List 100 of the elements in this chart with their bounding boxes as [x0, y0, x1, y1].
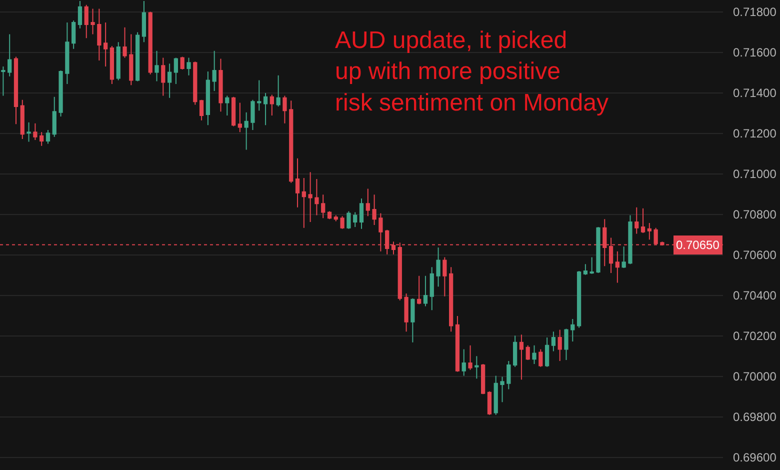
candlestick — [532, 344, 536, 364]
candlestick — [186, 57, 191, 76]
candlestick — [263, 92, 268, 126]
candlestick — [84, 4, 88, 39]
y-tick-label: 0.71400 — [733, 86, 777, 100]
candlestick — [576, 270, 582, 328]
candlestick — [122, 26, 127, 58]
candlestick — [538, 348, 543, 368]
candlestick — [58, 70, 63, 117]
candlestick — [199, 99, 204, 121]
candlestick — [417, 275, 422, 305]
candlestick — [500, 376, 504, 403]
candlestick — [161, 57, 166, 96]
candlestick — [558, 329, 562, 362]
candlestick — [622, 246, 626, 268]
candlestick — [481, 363, 486, 395]
candlestick — [366, 188, 370, 217]
candlestick — [474, 356, 479, 380]
candlestick — [596, 226, 600, 274]
candlestick — [110, 45, 114, 85]
candlestick — [14, 56, 18, 125]
candlestick — [52, 96, 56, 138]
ref-line-label: 0.70650 — [676, 238, 720, 252]
candlestick — [544, 336, 550, 368]
candlestick — [430, 266, 434, 311]
candlestick — [353, 212, 358, 228]
candlestick — [551, 331, 556, 352]
candlestick — [104, 22, 108, 67]
candlestick — [449, 266, 454, 332]
candlestick — [590, 256, 594, 274]
candlestick — [244, 112, 248, 150]
candlestick — [8, 34, 12, 77]
candlestick — [487, 390, 492, 416]
candlestick — [436, 247, 440, 288]
candlestick — [628, 214, 632, 265]
candlestick — [129, 34, 134, 86]
candlestick — [174, 57, 178, 85]
candlestick — [250, 99, 255, 131]
y-tick-label: 0.71200 — [733, 126, 777, 140]
candlestick — [212, 50, 216, 92]
y-tick-label: 0.70200 — [733, 329, 777, 344]
candlestick — [314, 178, 319, 216]
y-tick-label: 0.70000 — [733, 370, 777, 384]
candlestick — [218, 58, 223, 112]
candlestick — [302, 178, 306, 228]
candlestick — [180, 56, 184, 70]
candlestick — [583, 264, 588, 276]
candlestick — [72, 20, 76, 50]
candlestick — [257, 80, 262, 112]
candlestick — [206, 71, 210, 126]
y-tick-label: 0.69600 — [733, 450, 777, 465]
candlestick — [46, 130, 50, 144]
candlestick — [321, 194, 326, 219]
y-tick-label: 0.71800 — [733, 4, 777, 19]
candlestick — [270, 94, 274, 116]
candlestick — [20, 99, 24, 140]
candlestick — [148, 11, 152, 75]
candlestick — [647, 222, 652, 240]
candlestick — [97, 8, 102, 62]
candlestick — [26, 122, 31, 142]
y-tick-label: 0.70800 — [733, 208, 777, 222]
candlestick — [238, 102, 242, 133]
candlestick — [1, 66, 6, 96]
y-tick-label: 0.69800 — [733, 410, 777, 424]
candlestick — [225, 95, 230, 116]
candlestick — [615, 250, 620, 284]
candlestick — [90, 8, 95, 35]
candlestick — [410, 298, 415, 343]
candlestick — [193, 61, 198, 106]
candlestick — [570, 318, 575, 342]
candlestick — [135, 32, 140, 82]
candlestick — [455, 315, 460, 372]
candlestick — [564, 328, 568, 360]
candlestick — [116, 42, 120, 81]
candlestick — [526, 344, 530, 360]
candlestick — [359, 198, 364, 230]
candlestick — [33, 122, 38, 140]
y-tick-label: 0.70600 — [733, 248, 777, 262]
candlestick — [276, 74, 280, 108]
candlestick — [231, 96, 236, 127]
y-tick-label: 0.70400 — [733, 288, 777, 303]
candlestick — [65, 22, 70, 85]
candlestick — [78, 0, 82, 29]
candlestick — [295, 158, 300, 208]
annotation: AUD update, it picked up with more positive risk sentiment on Monday — [335, 27, 608, 116]
candlestick — [494, 375, 498, 416]
candlestick — [346, 210, 351, 230]
candlestick — [423, 275, 428, 307]
candlestick — [462, 348, 466, 376]
candlestick — [167, 63, 172, 98]
y-tick-label: 0.71600 — [733, 45, 777, 60]
candlestick — [404, 293, 408, 332]
candlestick — [640, 208, 646, 234]
candlestick — [372, 194, 376, 226]
candlestick — [334, 214, 338, 222]
y-tick-label: 0.71000 — [733, 166, 777, 181]
candlestick — [327, 210, 332, 220]
candlestick — [142, 0, 146, 43]
candlestick — [442, 256, 447, 297]
candlestick — [519, 334, 524, 380]
